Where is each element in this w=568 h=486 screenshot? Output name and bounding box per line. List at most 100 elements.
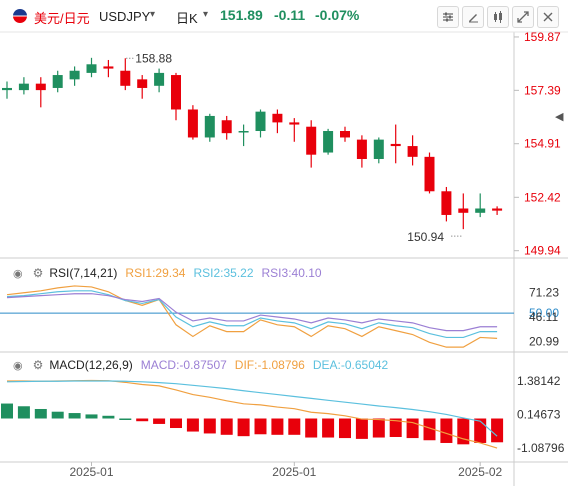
rsi-tick-label: 46.11 <box>529 310 558 324</box>
low-annotation: 150.94 <box>407 230 444 244</box>
rsi-title: RSI(7,14,21) <box>49 266 118 280</box>
macd-bar <box>271 418 284 435</box>
gear-icon[interactable]: ⚙ <box>32 266 44 280</box>
macd-bar <box>68 413 81 419</box>
dea-line <box>6 380 498 437</box>
macd-bar <box>1 403 13 419</box>
axes: 159.87 157.39 154.91 152.42 149.94 71.23 50.00… <box>69 30 564 479</box>
price-tick-label: 159.87 <box>524 30 561 44</box>
draw-tool-button[interactable] <box>462 6 484 28</box>
price-change: -0.11 <box>274 7 306 23</box>
candles: 158.88 150.94 <box>2 51 503 244</box>
macd-tick-label: 0.14673 <box>517 408 561 422</box>
high-annotation: 158.88 <box>135 51 172 65</box>
macd-bar <box>119 418 132 420</box>
expand-icon <box>517 11 529 23</box>
candle-body <box>289 122 300 125</box>
rsi1-value: RSI1:29.34 <box>125 266 186 280</box>
rsi2-value: RSI2:35.22 <box>193 266 254 280</box>
macd-bar <box>440 418 453 443</box>
macd-bar <box>355 418 368 439</box>
macd-bar <box>51 411 64 419</box>
candle-body <box>255 111 266 132</box>
macd-bar <box>305 418 318 438</box>
eye-icon[interactable]: ◉ <box>13 267 23 280</box>
macd-bar <box>322 418 335 438</box>
candle-body <box>475 208 486 213</box>
fullscreen-button[interactable] <box>512 6 534 28</box>
symbol: USDJPY <box>99 9 151 24</box>
macd-bar <box>203 418 216 434</box>
close-button[interactable] <box>537 6 559 28</box>
candle-body <box>340 131 350 138</box>
candle-body <box>35 83 46 91</box>
candle-body <box>424 156 435 192</box>
rsi-tick-label: 50.00 <box>529 306 559 320</box>
candle-body <box>137 79 148 88</box>
candle-body <box>238 131 249 133</box>
macd-bar <box>186 418 199 432</box>
rsi-legend: ◉ ⚙ RSI(7,14,21) RSI1:29.34 RSI2:35.22 R… <box>13 265 322 281</box>
macd-bar <box>136 418 149 422</box>
candle-body <box>187 109 198 138</box>
last-price: 151.89 <box>220 7 263 23</box>
macd-bar <box>220 418 233 435</box>
pair-cn: 美元/日元 <box>34 11 90 26</box>
price-tick-label: 157.39 <box>524 83 561 97</box>
timeframe[interactable]: 日K <box>176 11 198 26</box>
macd-bar <box>288 418 301 435</box>
candle-body <box>323 131 334 153</box>
candles-icon <box>494 11 502 23</box>
candle-body <box>356 139 367 159</box>
rsi-tick-label: 20.99 <box>529 334 559 348</box>
date-label: 2025-01 <box>272 465 316 479</box>
dif-value: DIF:-1.08796 <box>234 358 305 372</box>
symbol-dropdown-icon[interactable]: ▾ <box>150 9 156 20</box>
grid <box>0 31 568 486</box>
macd-series <box>1 379 504 449</box>
macd-tick-label: 1.38142 <box>517 374 561 388</box>
macd-bar <box>237 418 250 437</box>
timeframe-dropdown-icon[interactable]: ▾ <box>203 9 209 20</box>
dea-value: DEA:-0.65042 <box>312 358 389 372</box>
macd-bar <box>339 418 351 439</box>
candle-body <box>154 72 165 86</box>
compare-button[interactable] <box>487 6 509 28</box>
macd-bar <box>85 414 98 419</box>
candle-body <box>86 64 97 73</box>
macd-bar <box>34 408 47 419</box>
macd-bar <box>406 418 419 439</box>
flag-icon <box>13 9 27 23</box>
indicator-settings-button[interactable] <box>437 6 459 28</box>
price-scroll-arrow-icon[interactable]: ◀ <box>555 111 564 123</box>
date-label: 2025-02 <box>458 465 502 479</box>
macd-bar <box>474 418 487 443</box>
candle-body <box>120 70 131 86</box>
price-tick-label: 149.94 <box>524 244 561 258</box>
candle-body <box>69 70 80 80</box>
eye-icon[interactable]: ◉ <box>13 359 23 372</box>
macd-bar <box>491 418 504 443</box>
rsi1-line <box>6 285 498 348</box>
price-tick-label: 154.91 <box>524 137 561 151</box>
macd-bar <box>372 418 385 438</box>
rsi-tick-label: 71.23 <box>529 286 559 300</box>
chart-header: 美元/日元 USDJPY ▾ 日K ▾ 151.89 -0.11 -0.07% <box>0 0 568 32</box>
gear-icon[interactable]: ⚙ <box>32 358 44 372</box>
pen-icon <box>469 14 478 23</box>
candle-body <box>492 208 503 211</box>
candle-body <box>171 75 181 110</box>
candle-body <box>18 83 29 91</box>
candle-body <box>52 75 63 88</box>
candle-body <box>441 191 452 215</box>
candle-body <box>458 208 469 213</box>
candle-body <box>221 120 232 134</box>
macd-bar <box>423 418 436 441</box>
close-icon <box>543 12 553 22</box>
sliders-icon <box>443 12 453 22</box>
macd-bar <box>102 415 115 419</box>
rsi2-line <box>6 290 498 339</box>
candle-body <box>390 143 401 147</box>
macd-value: MACD:-0.87507 <box>140 358 227 372</box>
